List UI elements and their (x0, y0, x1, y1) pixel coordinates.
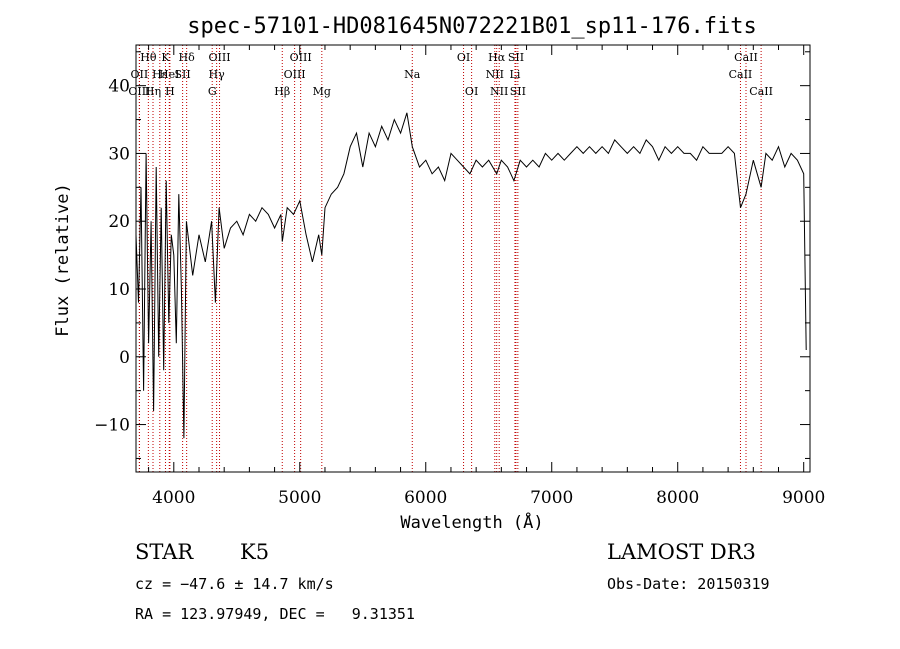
y-tick-label: 0 (119, 348, 130, 368)
spectral-line-markers (138, 45, 762, 472)
spectral-line-label: Hβ (274, 85, 290, 98)
x-tick-label: 8000 (656, 488, 699, 508)
y-axis-ticks: −10 0 10 20 30 40 (94, 51, 810, 459)
spectral-line-label: OIII (208, 51, 230, 64)
spectral-line-label: OI (457, 51, 470, 64)
x-tick-label: 7000 (530, 488, 573, 508)
spectral-line-label: SII (510, 85, 526, 98)
spectral-line-label: Na (404, 68, 421, 81)
x-tick-label: 6000 (404, 488, 447, 508)
spectral-line-label: Hδ (179, 51, 196, 64)
x-tick-label: 4000 (152, 488, 195, 508)
spectral-line-label: H (165, 85, 175, 98)
spectral-line-label: Mg (313, 85, 331, 98)
spectral-line-label: Hγ (209, 68, 226, 81)
y-tick-label: 40 (108, 77, 130, 97)
x-tick-label: 9000 (782, 488, 825, 508)
spectrum-series-line (135, 112, 807, 439)
observation-date: Obs-Date: 20150319 (607, 575, 770, 593)
survey-name: LAMOST DR3 (607, 540, 756, 564)
spectral-line-label: SII (508, 51, 524, 64)
spectral-line-label: Hε (152, 68, 168, 81)
spectral-line-label: G (208, 85, 217, 98)
plot-frame (135, 44, 811, 473)
spectral-line-label: NII (486, 68, 504, 81)
spectral-line-label: Li (510, 68, 521, 81)
spectral-line-label: SII (174, 68, 190, 81)
object-subclass: K5 (240, 540, 269, 564)
spectral-line-label: OIII (284, 68, 306, 81)
chart-title: spec-57101-HD081645N072221B01_sp11-176.f… (187, 14, 757, 39)
spectral-line-label: OIII (290, 51, 312, 64)
spectral-line-label: CaII (734, 51, 758, 64)
spectral-line-labels: OII OIII Hθ Hη Hε K HeI H SII Hδ OIII Hγ G Hβ OIII OIII… (128, 51, 773, 98)
spectral-line-label: CaII (729, 68, 753, 81)
spectral-line-label: Hη (145, 85, 161, 98)
y-tick-label: −10 (94, 416, 130, 436)
y-tick-label: 10 (108, 280, 130, 300)
y-tick-label: 30 (108, 144, 130, 164)
redshift-velocity: cz = −47.6 ± 14.7 km/s (135, 575, 334, 593)
spectral-line-label: OII (131, 68, 149, 81)
object-class: STAR (135, 540, 194, 564)
spectral-line-label: CaII (749, 85, 773, 98)
spectral-line-label: Hα (488, 51, 506, 64)
plot-area (135, 112, 807, 439)
x-axis-label: Wavelength (Å) (400, 511, 543, 533)
spectral-line-label: HeI (159, 68, 179, 81)
x-axis-ticks: 4000 5000 6000 7000 8000 9000 (148, 45, 825, 508)
coordinates: RA = 123.97949, DEC = 9.31351 (135, 605, 415, 623)
spectral-line-label: OIII (128, 85, 150, 98)
y-tick-label: 20 (108, 212, 130, 232)
spectral-line-label: K (161, 51, 170, 64)
spectral-line-label: Hθ (140, 51, 157, 64)
x-tick-label: 5000 (278, 488, 321, 508)
spectral-line-label: OI (465, 85, 478, 98)
spectral-line-label: NII (490, 85, 508, 98)
y-axis-label: Flux (relative) (53, 183, 73, 337)
